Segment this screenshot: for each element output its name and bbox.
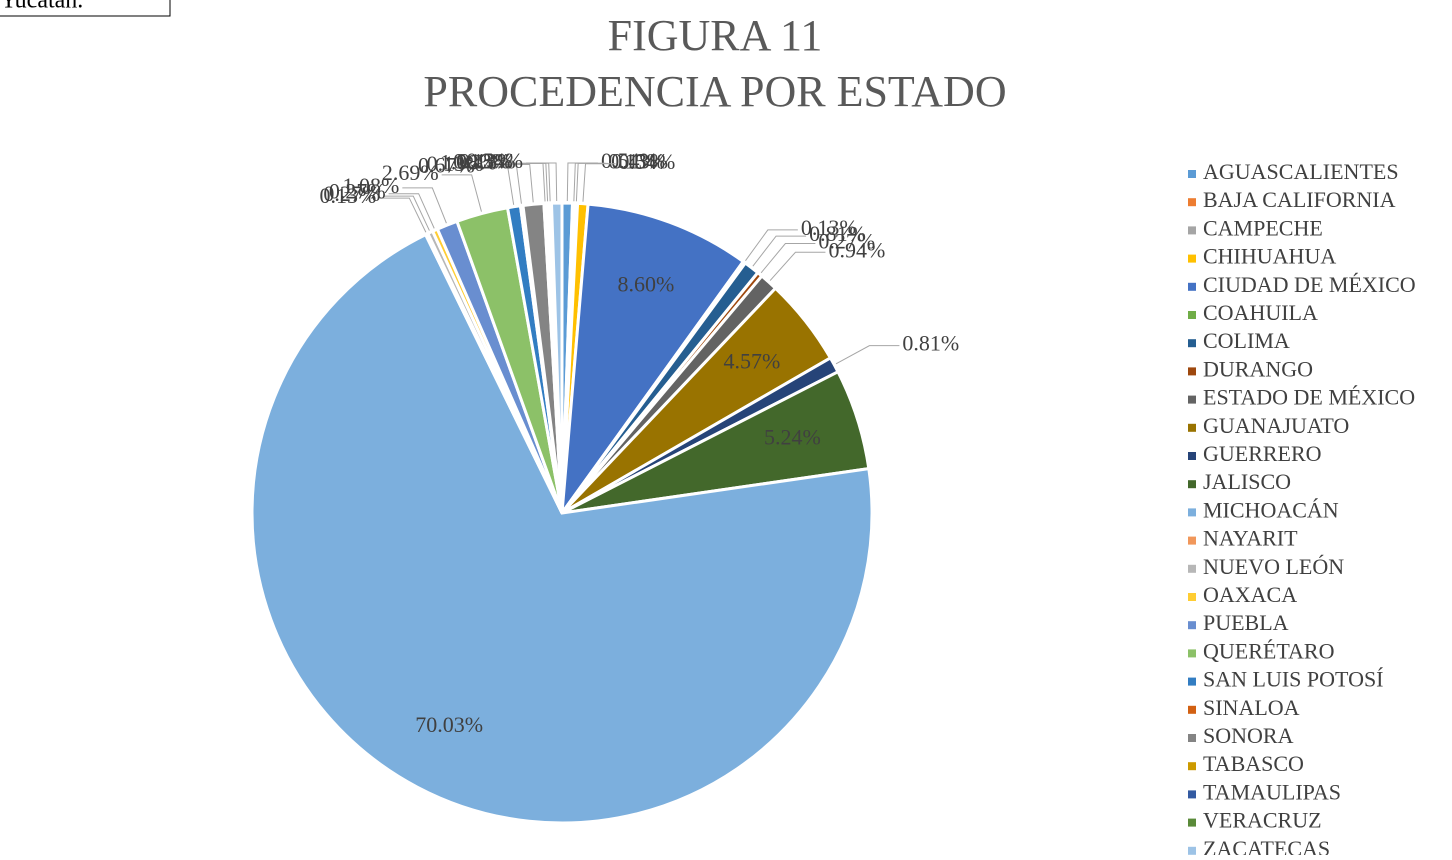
legend-label: NAYARIT	[1203, 526, 1298, 551]
data-label: 5.24%	[764, 425, 821, 450]
leader-line	[526, 163, 557, 201]
data-label: 70.03%	[415, 712, 483, 737]
legend-swatch	[1188, 790, 1196, 798]
legend-label: ZACATECAS	[1203, 836, 1330, 855]
legend-label: GUERRERO	[1203, 441, 1322, 466]
legend-label: AGUASCALIENTES	[1203, 159, 1399, 184]
legend-label: SAN LUIS POTOSÍ	[1203, 667, 1384, 692]
leader-line	[761, 244, 815, 273]
legend-swatch	[1188, 339, 1196, 347]
leader-line	[519, 163, 550, 201]
legend-label: TAMAULIPAS	[1203, 779, 1341, 804]
legend-label: BAJA CALIFORNIA	[1203, 187, 1396, 212]
legend-swatch	[1188, 537, 1196, 545]
legend-label: CIUDAD DE MÉXICO	[1203, 272, 1416, 297]
leader-line	[836, 346, 899, 364]
legend-label: COAHUILA	[1203, 300, 1318, 325]
legend-swatch	[1188, 734, 1196, 742]
legend-swatch	[1188, 649, 1196, 657]
legend-swatch	[1188, 480, 1196, 488]
data-label: 0.81%	[902, 331, 959, 356]
legend-swatch	[1188, 367, 1196, 375]
legend-label: CHIHUAHUA	[1203, 244, 1336, 269]
legend-swatch	[1188, 255, 1196, 263]
leader-line	[567, 163, 598, 201]
legend-label: CAMPECHE	[1203, 215, 1323, 240]
legend-swatch	[1188, 452, 1196, 460]
legend-swatch	[1188, 565, 1196, 573]
leader-line	[389, 194, 435, 229]
note-text: Yucatán.	[0, 0, 83, 14]
legend-swatch	[1188, 170, 1196, 178]
chart: Yucatán. FIGURA 11 PROCEDENCIA POR ESTAD…	[0, 0, 1452, 855]
legend-label: COLIMA	[1203, 328, 1290, 353]
data-label: 0.54%	[619, 149, 676, 174]
legend-label: DURANGO	[1203, 356, 1313, 381]
data-label: 0.54%	[466, 148, 523, 173]
data-label: 0.94%	[828, 237, 885, 262]
legend-label: TABASCO	[1203, 751, 1304, 776]
legend-swatch	[1188, 621, 1196, 629]
legend-label: VERACRUZ	[1203, 808, 1322, 833]
leader-line	[379, 198, 426, 232]
legend-swatch	[1188, 678, 1196, 686]
legend-label: NUEVO LEÓN	[1203, 554, 1344, 579]
legend-label: MICHOACÁN	[1203, 497, 1339, 522]
legend-label: OAXACA	[1203, 582, 1297, 607]
legend-label: SINALOA	[1203, 695, 1300, 720]
leader-line	[745, 230, 797, 261]
legend-swatch	[1188, 283, 1196, 291]
chart-title: FIGURA 11	[608, 11, 823, 60]
legend-label: ESTADO DE MÉXICO	[1203, 385, 1415, 410]
legend-swatch	[1188, 396, 1196, 404]
leader-line	[770, 252, 825, 280]
legend-swatch	[1188, 198, 1196, 206]
legend-swatch	[1188, 311, 1196, 319]
legend-label: QUERÉTARO	[1203, 638, 1334, 663]
legend-swatch	[1188, 706, 1196, 714]
legend-label: SONORA	[1203, 723, 1294, 748]
legend-label: GUANAJUATO	[1203, 413, 1349, 438]
chart-subtitle: PROCEDENCIA POR ESTADO	[423, 67, 1006, 116]
legend-swatch	[1188, 508, 1196, 516]
legend-swatch	[1188, 226, 1196, 234]
legend-swatch	[1188, 593, 1196, 601]
legend-label: PUEBLA	[1203, 610, 1289, 635]
data-label: 4.57%	[723, 348, 780, 373]
legend-swatch	[1188, 819, 1196, 827]
legend-label: JALISCO	[1203, 469, 1291, 494]
data-label: 8.60%	[617, 271, 674, 296]
leader-line	[442, 175, 482, 212]
legend-swatch	[1188, 762, 1196, 770]
legend-swatch	[1188, 424, 1196, 432]
legend-swatch	[1188, 847, 1196, 855]
